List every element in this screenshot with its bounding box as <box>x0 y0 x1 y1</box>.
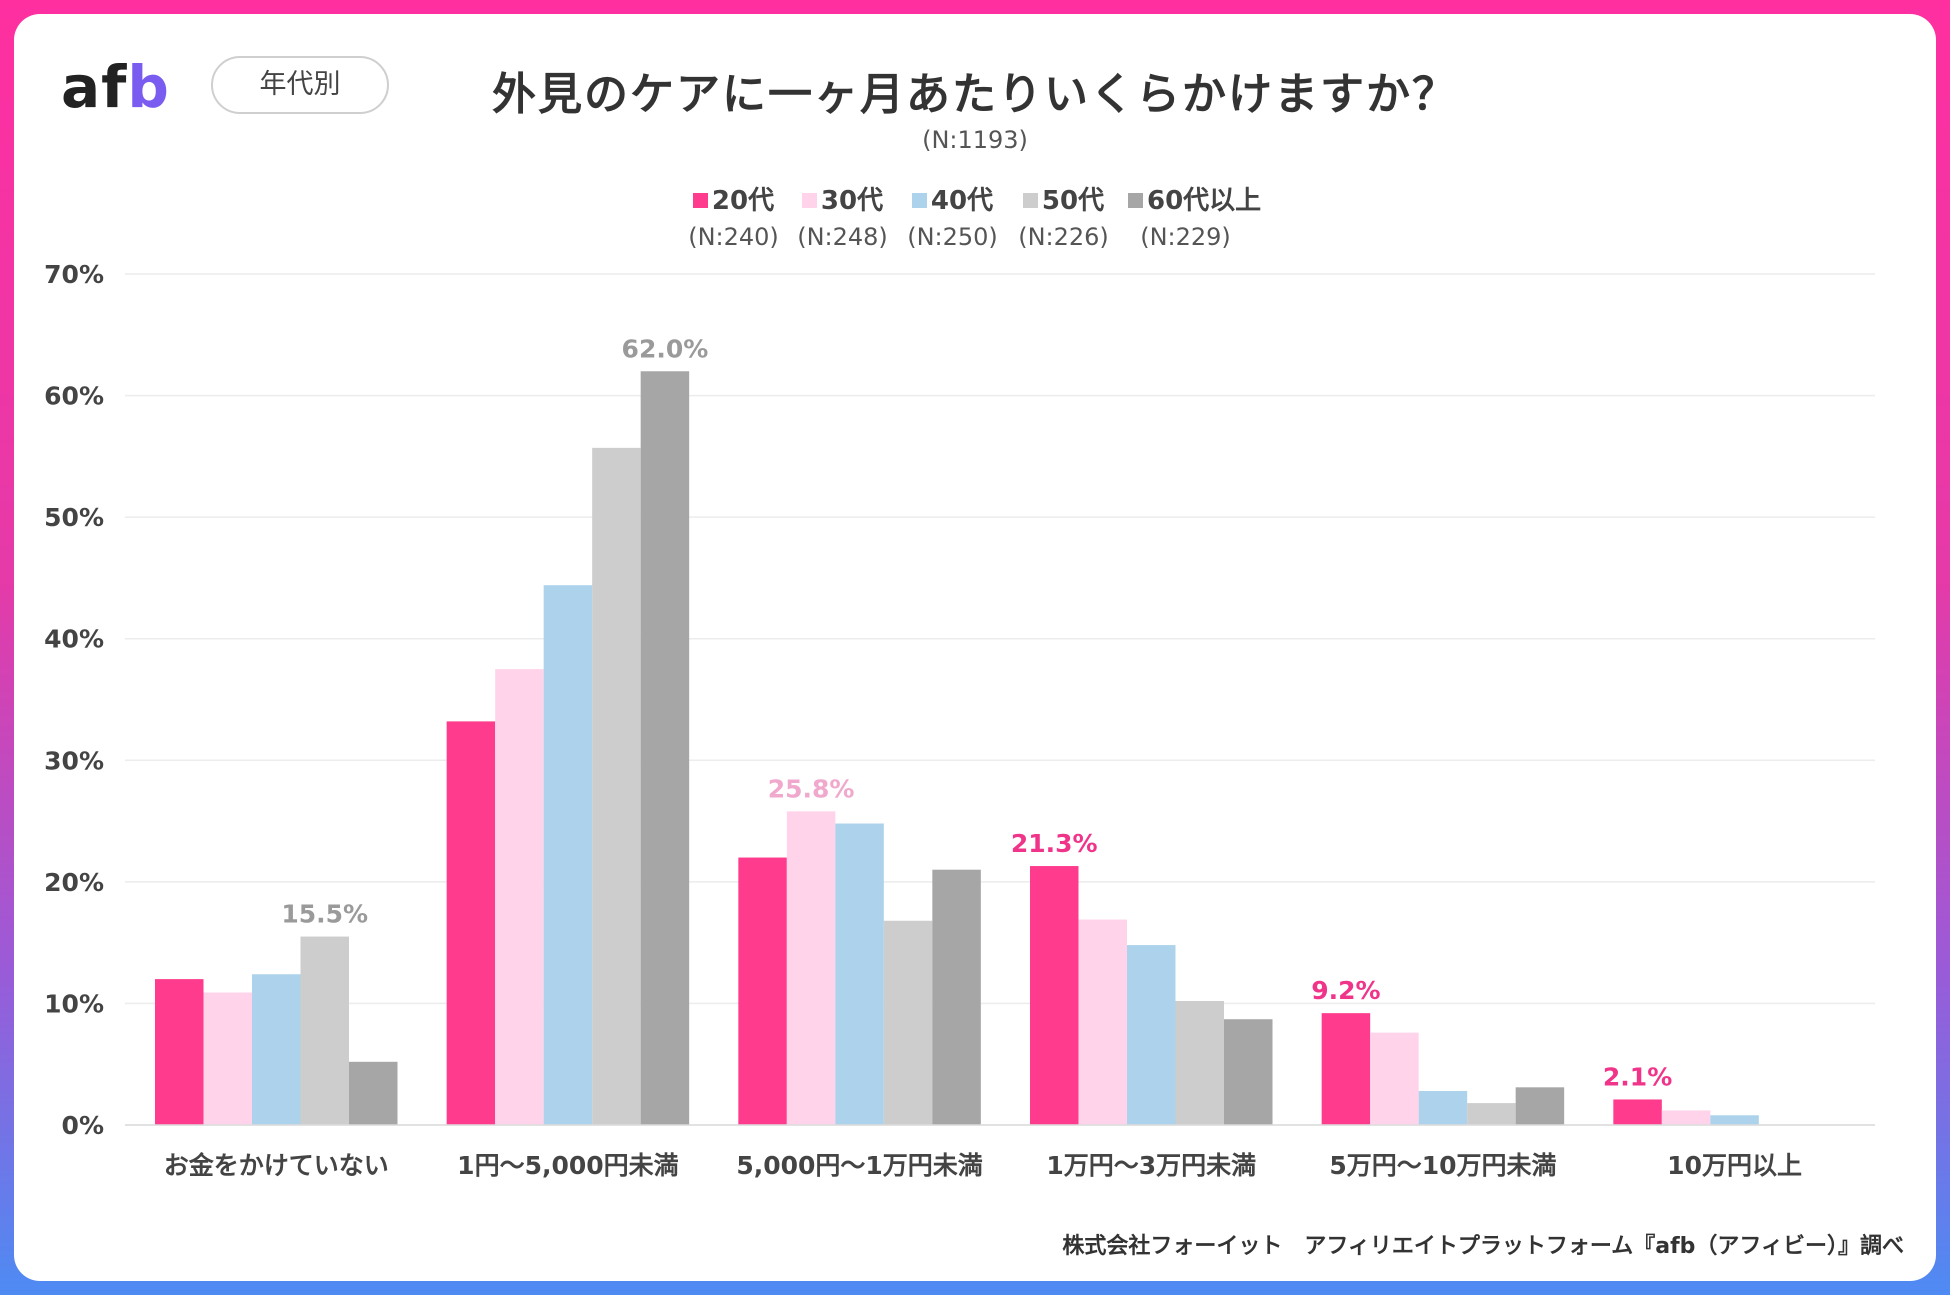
y-tick-label: 0% <box>62 1111 104 1140</box>
bar <box>835 823 884 1125</box>
bar <box>155 979 204 1125</box>
y-tick-label: 30% <box>44 746 104 775</box>
legend-n: (N:240) <box>688 223 779 251</box>
legend-label: 40代 <box>930 186 994 216</box>
bar <box>300 936 349 1125</box>
bar <box>1175 1000 1224 1125</box>
legend-n: (N:250) <box>907 223 998 251</box>
legend-label: 30代 <box>820 186 884 216</box>
legend-swatch <box>1128 193 1143 208</box>
legend-item-40s: 40代 (N:250) <box>895 180 1010 251</box>
source-credit: 株式会社フォーイット アフィリエイトプラットフォーム『afb（アフィビー）』調べ <box>1062 1234 1904 1259</box>
data-label: 9.2% <box>1311 976 1380 1005</box>
legend-swatch <box>1022 193 1038 208</box>
y-tick-label: 10% <box>44 989 104 1018</box>
bar <box>1515 1087 1565 1125</box>
bar <box>1127 945 1176 1125</box>
bar <box>1370 1032 1419 1125</box>
legend-n: (N:226) <box>1018 223 1109 251</box>
y-tick-label: 60% <box>44 382 104 411</box>
bar <box>786 811 836 1125</box>
bar <box>446 721 496 1125</box>
age-group-filter-tag: 年代別 <box>211 56 389 114</box>
bar <box>1710 1115 1759 1125</box>
x-category-label: 10万円以上 <box>1667 1151 1802 1180</box>
legend-label: 20代 <box>711 186 775 216</box>
bar <box>1030 866 1079 1125</box>
y-tick-label: 40% <box>44 625 104 654</box>
bar <box>883 920 933 1125</box>
total-sample-size: (N:1193) <box>922 126 1028 154</box>
legend-label: 60代以上 <box>1147 186 1262 216</box>
x-category-label: 5万円〜10万円未満 <box>1329 1151 1556 1180</box>
legend-n: (N:229) <box>1140 223 1231 251</box>
data-label: 25.8% <box>768 774 855 803</box>
bar <box>592 447 641 1125</box>
bar <box>932 869 981 1125</box>
chart-title: 外見のケアに一ヶ月あたりいくらかけますか？ <box>492 69 1458 120</box>
x-category-label: 1円〜5,000円未満 <box>457 1151 678 1180</box>
bar <box>543 585 593 1125</box>
legend-swatch <box>911 193 927 208</box>
legend-swatch <box>692 193 708 208</box>
legend-n: (N:248) <box>797 223 888 251</box>
bar <box>1321 1013 1371 1125</box>
legend-item-30s: 30代 (N:248) <box>785 180 900 251</box>
bar <box>1078 919 1127 1125</box>
x-category-label: 1万円〜3万円未満 <box>1046 1151 1256 1180</box>
logo-letter-b: b <box>127 53 170 121</box>
x-category-label: 5,000円〜1万円未満 <box>736 1151 982 1180</box>
x-category-label: お金をかけていない <box>164 1151 389 1180</box>
bar <box>495 669 544 1125</box>
y-tick-label: 20% <box>44 868 104 897</box>
bar <box>252 974 301 1125</box>
data-label: 21.3% <box>1011 829 1098 858</box>
bar <box>1661 1110 1711 1125</box>
bar <box>203 992 252 1125</box>
bar <box>738 857 787 1125</box>
legend-item-20s: 20代 (N:240) <box>676 180 791 251</box>
logo-letter-a: a <box>61 53 102 121</box>
legend-label: 50代 <box>1041 186 1105 216</box>
bar <box>1418 1090 1468 1125</box>
bar <box>1224 1019 1273 1125</box>
afb-logo: afb <box>61 52 170 122</box>
data-label: 62.0% <box>622 334 709 363</box>
bar <box>1467 1103 1516 1125</box>
y-tick-label: 50% <box>44 503 104 532</box>
data-label: 2.1% <box>1603 1062 1672 1091</box>
legend-swatch <box>801 193 817 208</box>
legend-item-50s: 50代 (N:226) <box>1006 180 1121 251</box>
bar <box>1613 1099 1662 1125</box>
data-label: 15.5% <box>281 900 368 929</box>
logo-letter-f: f <box>101 53 128 121</box>
y-tick-label: 70% <box>44 260 104 289</box>
bar <box>640 371 690 1125</box>
bar <box>349 1061 398 1125</box>
legend-item-60s-plus: 60代以上 (N:229) <box>1128 180 1261 251</box>
